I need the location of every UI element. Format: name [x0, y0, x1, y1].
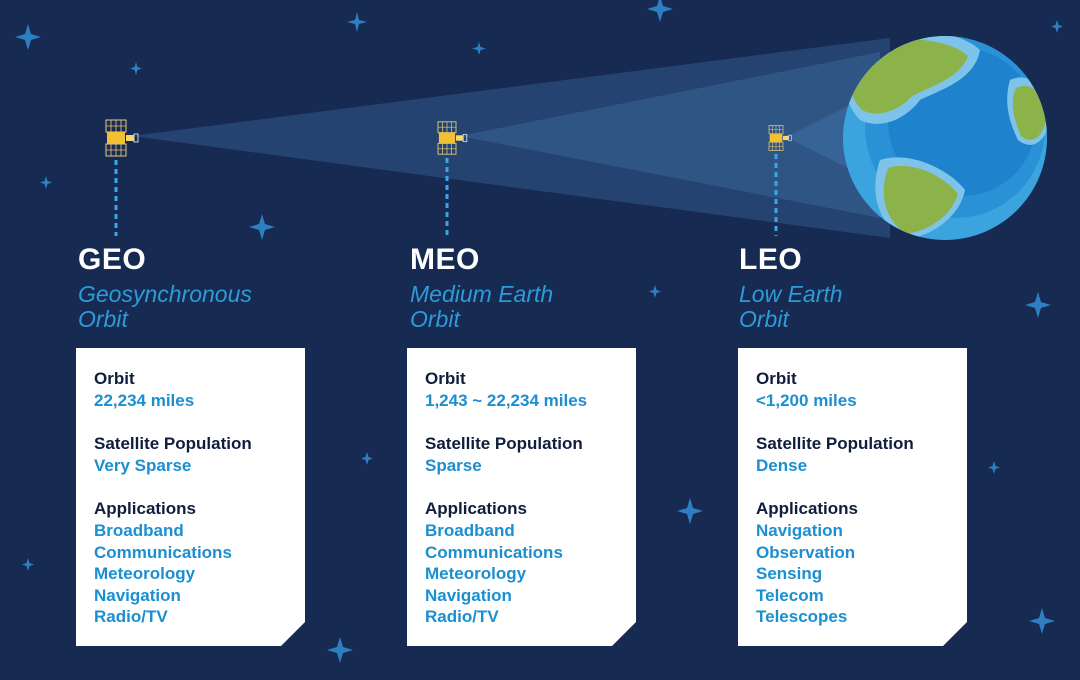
- population-label: Satellite Population: [756, 434, 914, 453]
- star-icon: [15, 24, 41, 50]
- satellite-icon: [105, 119, 139, 157]
- orbit-full-name-line2: Orbit: [739, 306, 789, 332]
- star-icon: [647, 0, 673, 22]
- star-icon: [649, 285, 661, 298]
- satellite-icon: [768, 125, 792, 151]
- star-icon: [988, 461, 1000, 474]
- orbit-full-name-line1: Medium Earth: [410, 281, 554, 307]
- list-item: Telecom: [756, 585, 824, 605]
- geo-beam: [132, 38, 890, 238]
- star-icon: [22, 558, 34, 571]
- orbit-full-name-line1: Geosynchronous: [78, 281, 252, 307]
- population-label: Satellite Population: [94, 434, 252, 453]
- list-item: Observation: [756, 542, 856, 562]
- meo-satellite: [437, 121, 468, 236]
- population-label: Satellite Population: [425, 434, 583, 453]
- list-item: Radio/TV: [94, 607, 168, 627]
- star-icon: [1051, 20, 1063, 33]
- applications-list: Navigation Observation Sensing Telecom T…: [756, 520, 957, 628]
- applications-list: Broadband Communications Meteorology Nav…: [425, 520, 626, 628]
- orbit-label: Orbit: [756, 369, 797, 388]
- orbit-abbr: MEO: [410, 243, 480, 276]
- geo-satellite: [105, 119, 139, 236]
- applications-label: Applications: [756, 499, 859, 518]
- star-icon: [472, 42, 486, 55]
- orbit-full-name-line2: Orbit: [410, 306, 460, 332]
- star-icon: [677, 498, 703, 524]
- leo-card: Orbit <1,200 miles Satellite Population …: [738, 348, 967, 646]
- star-icon: [361, 452, 373, 465]
- star-icon: [1025, 292, 1051, 318]
- population-value: Very Sparse: [94, 456, 192, 475]
- satellite-icon: [437, 121, 468, 155]
- population-value: Dense: [756, 456, 808, 475]
- star-icon: [40, 176, 52, 189]
- list-item: Navigation: [756, 521, 843, 540]
- population-value: Sparse: [425, 456, 482, 475]
- list-item: Broadband: [425, 521, 515, 540]
- meo-heading: MEO Medium Earth Orbit: [410, 240, 650, 332]
- meo-card: Orbit 1,243 ~ 22,234 miles Satellite Pop…: [407, 348, 636, 646]
- list-item: Meteorology: [94, 564, 196, 584]
- orbit-label: Orbit: [94, 369, 135, 388]
- geo-card: Orbit 22,234 miles Satellite Population …: [76, 348, 305, 646]
- orbit-value: <1,200 miles: [756, 391, 857, 410]
- list-item: Navigation: [94, 585, 181, 605]
- stars: [15, 0, 1063, 663]
- applications-label: Applications: [94, 499, 197, 518]
- list-item: Navigation: [425, 585, 512, 605]
- list-item: Communications: [425, 542, 563, 562]
- applications-list: Broadband Communications Meteorology Nav…: [94, 520, 295, 628]
- orbit-abbr: GEO: [78, 243, 147, 276]
- leo-satellite: [768, 125, 792, 236]
- star-icon: [1029, 608, 1055, 634]
- orbit-full-name-line1: Low Earth: [739, 281, 843, 307]
- list-item: Communications: [94, 542, 232, 562]
- orbit-value: 22,234 miles: [94, 391, 195, 410]
- orbit-full-name-line2: Orbit: [78, 306, 128, 332]
- list-item: Telescopes: [756, 607, 848, 627]
- star-icon: [327, 637, 353, 663]
- orbit-label: Orbit: [425, 369, 466, 388]
- orbit-value: 1,243 ~ 22,234 miles: [425, 391, 588, 410]
- list-item: Broadband: [94, 521, 184, 540]
- geo-heading: GEO Geosynchronous Orbit: [78, 240, 318, 332]
- leo-heading: LEO Low Earth Orbit: [739, 240, 979, 332]
- list-item: Radio/TV: [425, 607, 499, 627]
- orbit-abbr: LEO: [739, 243, 803, 276]
- list-item: Meteorology: [425, 564, 527, 584]
- star-icon: [130, 62, 142, 75]
- star-icon: [347, 12, 367, 32]
- list-item: Sensing: [756, 564, 823, 584]
- applications-label: Applications: [425, 499, 528, 518]
- star-icon: [249, 214, 275, 240]
